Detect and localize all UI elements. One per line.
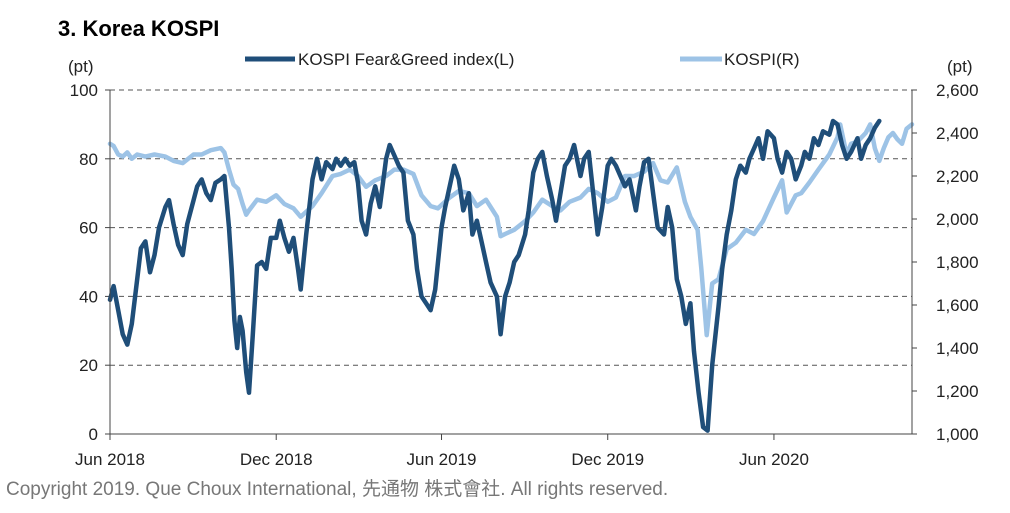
chart-title: 3. Korea KOSPI xyxy=(58,16,219,41)
x-tick-label: Jun 2019 xyxy=(407,450,477,469)
series-line-fear-greed xyxy=(107,118,882,433)
x-tick-label: Jun 2018 xyxy=(75,450,145,469)
axes xyxy=(109,90,913,435)
left-tick-label: 60 xyxy=(79,219,98,238)
right-tick-label: 1,200 xyxy=(936,382,979,401)
copyright-text: Copyright 2019. Que Choux International,… xyxy=(6,478,668,500)
right-axis-unit: (pt) xyxy=(947,57,973,76)
right-tick-label: 1,000 xyxy=(936,425,979,444)
legend-label-fear-greed: KOSPI Fear&Greed index(L) xyxy=(298,50,514,69)
x-axis-ticks: Jun 2018 Dec 2018 Jun 2019 Dec 2019 Jun 2020 xyxy=(75,434,809,469)
x-tick-label: Dec 2018 xyxy=(240,450,313,469)
right-tick-label: 1,600 xyxy=(936,296,979,315)
right-tick-label: 2,200 xyxy=(936,167,979,186)
left-tick-label: 40 xyxy=(79,287,98,306)
x-tick-label: Jun 2020 xyxy=(739,450,809,469)
right-axis-ticks: 1,000 1,200 1,400 1,600 1,800 2,000 2,200 2,400… xyxy=(912,81,979,444)
left-axis-ticks: 0 20 40 60 80 100 xyxy=(70,81,110,444)
right-tick-label: 1,800 xyxy=(936,253,979,272)
left-tick-label: 0 xyxy=(89,425,98,444)
right-tick-label: 2,600 xyxy=(936,81,979,100)
left-axis-unit: (pt) xyxy=(68,57,94,76)
right-tick-label: 2,000 xyxy=(936,210,979,229)
left-tick-label: 80 xyxy=(79,150,98,169)
right-tick-label: 1,400 xyxy=(936,339,979,358)
x-tick-label: Dec 2019 xyxy=(571,450,644,469)
right-tick-label: 2,400 xyxy=(936,124,979,143)
legend-label-kospi: KOSPI(R) xyxy=(724,50,800,69)
legend: KOSPI Fear&Greed index(L) KOSPI(R) xyxy=(245,50,800,69)
series-lines xyxy=(107,118,915,433)
left-tick-label: 100 xyxy=(70,81,98,100)
left-tick-label: 20 xyxy=(79,356,98,375)
